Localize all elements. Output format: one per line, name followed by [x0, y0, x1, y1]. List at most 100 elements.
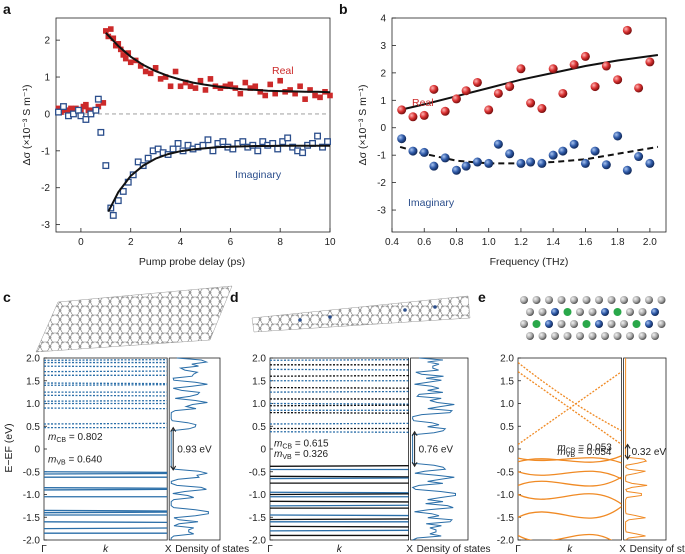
imaginary-point-a [274, 145, 282, 153]
real-point-a [292, 90, 298, 97]
y-tick-label-e: 1.5 [500, 376, 514, 387]
y-tick-label-c: -1.0 [23, 490, 41, 501]
imaginary-point-b [634, 152, 644, 162]
atom-e [545, 296, 553, 304]
x-ticks-a: 0 2 4 6 8 10 [78, 228, 336, 248]
atom-e [620, 320, 628, 328]
dos-label-d: Density of states [417, 544, 491, 554]
y-tick-label-b: 2 [380, 68, 386, 79]
imaginary-point-a [97, 128, 105, 136]
y-tick-label-e: 0 [508, 445, 514, 456]
atom-e [538, 308, 547, 316]
atom-e [645, 296, 653, 304]
y-tick-label-d: 2.0 [252, 354, 266, 365]
atom-e [520, 320, 528, 328]
bands-c [44, 359, 168, 534]
gap-arrowhead-bottom-e [624, 454, 631, 460]
legend-real-a: Real [272, 65, 294, 77]
mass-vb-d: mVB = 0.326 [274, 449, 329, 461]
real-point-a [272, 90, 278, 97]
band-line-c [44, 521, 168, 524]
band-line-c [44, 472, 168, 475]
band-line-d [270, 500, 409, 503]
imaginary-point-a [154, 145, 162, 153]
real-point-b [548, 64, 558, 74]
x-tick-label-b: 0.4 [385, 237, 399, 248]
real-point-a [83, 101, 89, 108]
band-line-d [270, 491, 409, 494]
dos-curve-c [170, 357, 209, 540]
real-point-b [516, 64, 526, 74]
real-point-a [108, 26, 114, 32]
imaginary-point-b [548, 150, 558, 160]
y-tick-label-e: 1.0 [500, 399, 514, 410]
imaginary-point-b [569, 139, 579, 149]
band-line-c [44, 399, 168, 402]
panel-label-c: c [3, 289, 11, 305]
panel-label-e: e [478, 289, 486, 305]
atom-e [638, 308, 647, 316]
imaginary-point-a [169, 145, 177, 153]
x-tick-label-k-d: k [337, 544, 343, 554]
molecule-structure-c [35, 285, 233, 353]
real-point-b [634, 83, 644, 93]
imaginary-point-a [204, 136, 212, 144]
real-point-a [307, 87, 313, 93]
y-tick-label-b: 1 [380, 96, 386, 107]
imaginary-point-b [590, 146, 600, 156]
atom-e [595, 320, 603, 328]
real-point-b [493, 88, 503, 98]
y-tick-label-e: 0.5 [500, 422, 514, 433]
band-line-d [270, 359, 409, 361]
real-fit-line-a [105, 32, 331, 94]
y-axis-label-a: Δσ (×10⁻³ S m⁻¹) [21, 85, 33, 166]
mass-cb-c: mCB = 0.802 [48, 432, 103, 444]
dos-frame-e [623, 357, 667, 541]
real-point-a [267, 81, 274, 88]
x-tick-label-a: 2 [128, 237, 134, 248]
atom-e [563, 332, 572, 340]
band-line-d [270, 504, 409, 507]
real-point-b [590, 82, 600, 92]
atom-e [626, 308, 634, 316]
band-line-e [518, 455, 622, 463]
imaginary-point-a [289, 143, 297, 151]
real-point-a [277, 77, 283, 84]
gap-arrowhead-bottom-c [170, 465, 177, 471]
gap-arrowhead-top-e [624, 443, 631, 449]
real-point-a [187, 83, 194, 90]
real-point-b [440, 106, 450, 116]
band-line-c [44, 370, 168, 373]
band-line-c [44, 527, 168, 530]
real-point-a [222, 83, 229, 90]
real-point-b [472, 77, 482, 87]
atom-e [570, 320, 578, 328]
y-tick-label-c: 2.0 [26, 354, 40, 365]
imaginary-point-b [493, 139, 503, 149]
dos-curve-e [625, 358, 648, 541]
band-line-c [44, 365, 168, 368]
conduction-band-e [518, 362, 622, 432]
atom-e [632, 320, 641, 328]
band-line-c [44, 382, 168, 385]
mass-vb-e: mVB = 0.054 [557, 447, 612, 459]
real-point-a [262, 92, 269, 99]
imaginary-point-b [580, 158, 590, 168]
real-point-a [137, 63, 144, 69]
gap-arrowhead-bottom-d [411, 462, 418, 468]
real-point-a [68, 105, 74, 112]
x-tick-label-k-c: k [103, 544, 109, 554]
legend-imaginary-b: Imaginary [408, 197, 455, 209]
x-tick-label-b: 0.6 [417, 237, 431, 248]
imaginary-point-a [299, 149, 307, 157]
atom-e [657, 320, 666, 328]
imaginary-point-a [134, 158, 142, 166]
atom-e [532, 296, 541, 304]
imaginary-point-a [319, 143, 326, 151]
imaginary-point-b [472, 157, 482, 167]
atom-e [601, 308, 609, 316]
gap-value-d: 0.76 eV [419, 445, 454, 456]
atom-e [645, 320, 653, 328]
atom-e [557, 296, 566, 304]
